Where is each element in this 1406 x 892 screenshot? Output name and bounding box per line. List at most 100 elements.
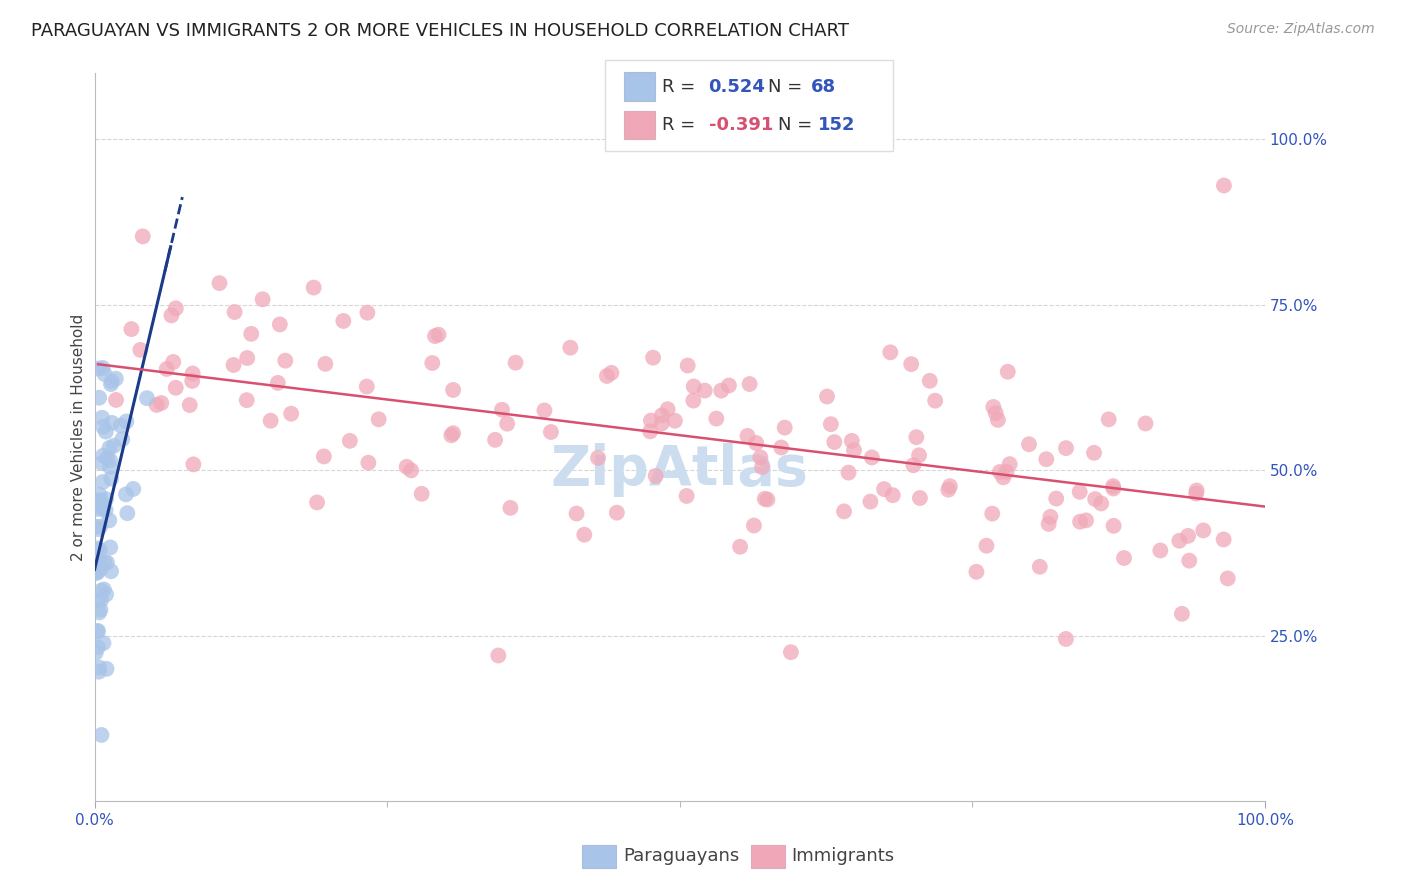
Point	[411, 487, 433, 501]
Point	[339, 434, 361, 448]
Point	[94, 503, 117, 517]
Point	[1212, 533, 1234, 547]
Point	[1018, 437, 1040, 451]
Point	[96, 556, 118, 570]
Point	[90, 561, 112, 575]
Point	[882, 488, 904, 502]
Point	[93, 636, 115, 650]
Text: N =: N =	[768, 78, 807, 95]
Point	[165, 301, 187, 316]
Point	[749, 450, 772, 465]
Point	[640, 414, 662, 428]
Point	[441, 426, 464, 441]
Point	[586, 450, 609, 465]
Point	[104, 372, 127, 386]
Point	[440, 428, 463, 442]
Point	[924, 393, 946, 408]
Point	[101, 416, 124, 430]
Point	[1029, 559, 1052, 574]
Point	[252, 293, 274, 307]
Point	[90, 593, 112, 607]
Point	[484, 433, 506, 447]
Text: 0.524: 0.524	[709, 78, 765, 95]
Point	[995, 465, 1018, 479]
Point	[100, 564, 122, 578]
Point	[486, 648, 509, 663]
Point	[651, 417, 673, 431]
Point	[122, 482, 145, 496]
Point	[1045, 491, 1067, 506]
Point	[728, 540, 751, 554]
Point	[491, 402, 513, 417]
Point	[596, 369, 619, 384]
Point	[710, 384, 733, 398]
Point	[1192, 524, 1215, 538]
Point	[441, 383, 464, 397]
Point	[651, 409, 673, 423]
Point	[357, 456, 380, 470]
Text: PARAGUAYAN VS IMMIGRANTS 2 OR MORE VEHICLES IN HOUSEHOLD CORRELATION CHART: PARAGUAYAN VS IMMIGRANTS 2 OR MORE VEHIC…	[31, 22, 849, 40]
Point	[115, 487, 138, 501]
Point	[664, 414, 686, 428]
Point	[859, 494, 882, 508]
Point	[87, 522, 110, 536]
Point	[84, 494, 107, 508]
Text: Paraguayans: Paraguayans	[623, 847, 740, 865]
Point	[84, 502, 107, 516]
Point	[936, 483, 959, 497]
Point	[91, 475, 114, 489]
Point	[129, 343, 152, 357]
Point	[505, 356, 527, 370]
Point	[903, 458, 925, 473]
Point	[842, 443, 865, 458]
Point	[560, 341, 582, 355]
Point	[117, 506, 139, 520]
Point	[1038, 516, 1060, 531]
Point	[997, 365, 1019, 379]
Point	[832, 504, 855, 518]
Point	[1102, 479, 1125, 493]
Point	[181, 367, 204, 381]
Point	[93, 555, 115, 569]
Point	[1054, 632, 1077, 646]
Point	[110, 418, 132, 433]
Point	[823, 435, 845, 450]
Point	[420, 356, 443, 370]
Point	[1168, 533, 1191, 548]
Point	[657, 402, 679, 417]
Point	[981, 507, 1004, 521]
Text: Immigrants: Immigrants	[792, 847, 894, 865]
Point	[815, 390, 838, 404]
Point	[181, 374, 204, 388]
Point	[1185, 483, 1208, 498]
Point	[91, 410, 114, 425]
Point	[423, 329, 446, 343]
Point	[100, 377, 122, 392]
Text: -0.391: -0.391	[709, 116, 773, 134]
Point	[780, 645, 803, 659]
Point	[983, 400, 1005, 414]
Point	[84, 564, 107, 578]
Point	[737, 429, 759, 443]
Point	[965, 565, 987, 579]
Point	[222, 358, 245, 372]
Point	[162, 355, 184, 369]
Point	[87, 665, 110, 679]
Point	[86, 541, 108, 556]
Point	[94, 425, 117, 439]
Point	[1135, 417, 1157, 431]
Point	[100, 453, 122, 467]
Point	[773, 420, 796, 434]
Point	[240, 326, 263, 341]
Point	[98, 460, 121, 475]
Point	[1069, 484, 1091, 499]
Point	[160, 309, 183, 323]
Point	[89, 542, 111, 557]
Point	[150, 396, 173, 410]
Point	[1084, 492, 1107, 507]
Point	[1212, 178, 1234, 193]
Text: 152: 152	[818, 116, 856, 134]
Point	[600, 366, 623, 380]
Point	[87, 593, 110, 607]
Point	[94, 587, 117, 601]
